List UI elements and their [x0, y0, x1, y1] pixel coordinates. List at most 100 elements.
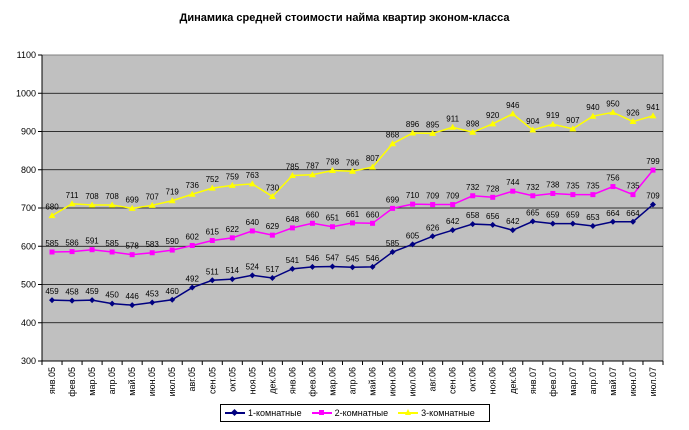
data-point: [609, 218, 616, 225]
data-point: [308, 171, 316, 178]
legend-item: 3-комнатные: [398, 408, 475, 418]
data-point: [288, 171, 296, 178]
data-label: 446: [125, 292, 139, 301]
data-point: [609, 108, 617, 115]
x-tick-label: май.05: [127, 367, 137, 396]
x-tick-label: авг.05: [187, 367, 197, 391]
data-point: [409, 241, 416, 248]
x-tick-label: сен.05: [207, 367, 217, 394]
data-label: 759: [226, 172, 240, 181]
data-label: 911: [446, 114, 459, 123]
data-point: [189, 284, 196, 291]
data-point: [49, 297, 56, 304]
data-point: [449, 123, 457, 130]
data-label: 756: [606, 174, 620, 183]
data-point: [169, 247, 175, 253]
x-tick-label: янв.05: [47, 367, 57, 394]
data-label: 585: [45, 239, 59, 248]
data-point: [249, 228, 255, 234]
data-point: [48, 212, 56, 219]
data-label: 622: [226, 225, 240, 234]
data-label: 680: [45, 203, 59, 212]
data-label: 785: [286, 162, 300, 171]
data-label: 898: [466, 119, 480, 128]
x-tick-label: сен.06: [448, 367, 458, 394]
data-point: [509, 110, 517, 117]
x-tick-label: апр.07: [588, 367, 598, 394]
data-label: 511: [206, 267, 219, 276]
data-point: [349, 264, 356, 271]
data-label: 651: [326, 214, 340, 223]
data-label: 547: [326, 254, 340, 263]
data-point: [570, 192, 576, 198]
legend-marker-icon: [398, 408, 419, 418]
data-label: 896: [406, 120, 420, 129]
data-label: 615: [206, 228, 220, 237]
data-point: [589, 112, 597, 119]
data-point: [68, 200, 76, 207]
data-point: [189, 242, 195, 248]
data-point: [128, 204, 136, 211]
data-point: [329, 263, 336, 270]
data-point: [510, 188, 516, 194]
data-label: 735: [586, 182, 600, 191]
data-point: [248, 180, 256, 187]
data-label: 807: [366, 154, 380, 163]
data-label: 946: [506, 101, 520, 110]
data-point: [410, 201, 416, 207]
data-label: 711: [66, 191, 79, 200]
data-point: [229, 235, 235, 241]
data-label: 591: [85, 237, 99, 246]
data-label: 940: [586, 103, 600, 112]
data-point: [469, 221, 476, 228]
data-point: [409, 129, 417, 136]
data-point: [109, 249, 115, 255]
data-label: 660: [366, 210, 380, 219]
x-tick-label: ноя.06: [488, 367, 498, 394]
data-label: 586: [65, 239, 79, 248]
data-label: 732: [526, 183, 540, 192]
data-point: [389, 248, 396, 255]
data-label: 926: [626, 109, 640, 118]
data-point: [168, 197, 176, 204]
data-point: [149, 250, 155, 256]
data-label: 907: [566, 116, 580, 125]
legend-item: 1-комнатные: [225, 408, 302, 418]
x-tick-label: апр.06: [348, 367, 358, 394]
x-tick-label: июн.07: [628, 367, 638, 396]
data-label: 709: [426, 192, 440, 201]
x-tick-label: фев.06: [307, 367, 317, 397]
data-label: 796: [346, 158, 360, 167]
data-point: [390, 205, 396, 211]
data-label: 648: [286, 215, 300, 224]
data-label: 626: [426, 223, 440, 232]
x-tick-label: ноя.05: [247, 367, 257, 394]
data-point: [209, 238, 215, 244]
data-point: [429, 233, 436, 240]
data-label: 728: [486, 184, 500, 193]
data-label: 460: [166, 287, 180, 296]
data-label: 799: [646, 157, 660, 166]
data-label: 458: [65, 288, 79, 297]
data-label: 585: [386, 239, 400, 248]
data-point: [289, 225, 295, 231]
data-point: [268, 193, 276, 200]
x-tick-label: июн.06: [388, 367, 398, 396]
data-point: [529, 126, 537, 133]
data-point: [269, 274, 276, 281]
data-point: [149, 299, 156, 306]
y-tick-label: 500: [21, 280, 36, 290]
data-point: [169, 296, 176, 303]
data-point: [208, 184, 216, 191]
data-point: [550, 190, 556, 196]
data-label: 453: [145, 289, 159, 298]
x-tick-label: дек.06: [508, 367, 518, 394]
data-label: 661: [346, 210, 360, 219]
data-point: [289, 265, 296, 272]
data-point: [569, 220, 576, 227]
y-tick-label: 400: [21, 318, 36, 328]
data-point: [529, 218, 536, 225]
data-point: [569, 125, 577, 132]
data-point: [470, 193, 476, 199]
